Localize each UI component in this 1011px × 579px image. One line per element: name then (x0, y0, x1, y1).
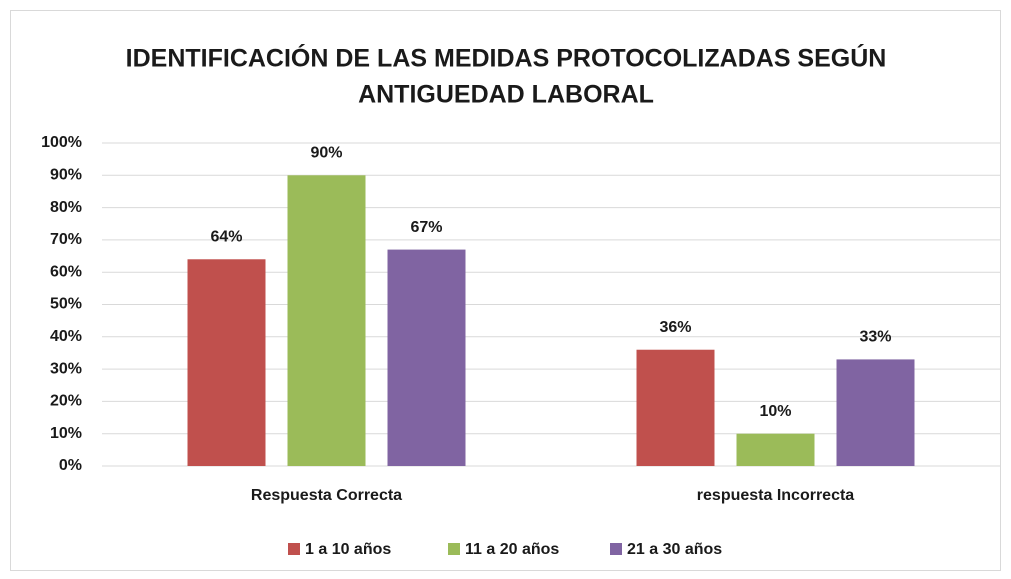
bar (387, 249, 466, 466)
y-tick-label: 20% (50, 393, 82, 410)
y-tick-label: 80% (50, 199, 82, 216)
legend-label: 11 a 20 años (465, 541, 559, 558)
y-tick-label: 40% (50, 328, 82, 345)
y-tick-label: 10% (50, 425, 82, 442)
bar (636, 349, 715, 466)
y-tick-label: 30% (50, 360, 82, 377)
y-tick-label: 90% (50, 167, 82, 184)
bar (736, 433, 815, 466)
legend-swatch (448, 543, 460, 555)
data-label: 33% (859, 329, 891, 346)
x-tick-label: Respuesta Correcta (251, 487, 402, 504)
data-label: 90% (310, 145, 342, 162)
y-tick-label: 0% (59, 457, 82, 474)
data-label: 36% (659, 319, 691, 336)
data-label: 10% (759, 403, 791, 420)
bar (836, 359, 915, 466)
bar (287, 175, 366, 467)
x-tick-label: respuesta Incorrecta (697, 487, 855, 504)
legend-label: 1 a 10 años (305, 541, 391, 558)
y-tick-label: 100% (41, 134, 82, 151)
legend-swatch (288, 543, 300, 555)
chart-border (10, 10, 1001, 571)
bar (187, 259, 266, 466)
data-label: 64% (210, 228, 242, 245)
legend-swatch (610, 543, 622, 555)
y-tick-label: 70% (50, 231, 82, 248)
chart-title: IDENTIFICACIÓN DE LAS MEDIDAS PROTOCOLIZ… (126, 43, 887, 73)
data-label: 67% (410, 219, 442, 236)
y-tick-label: 60% (50, 263, 82, 280)
y-tick-label: 50% (50, 296, 82, 313)
chart-title: ANTIGUEDAD LABORAL (358, 81, 654, 109)
legend-label: 21 a 30 años (627, 541, 722, 558)
